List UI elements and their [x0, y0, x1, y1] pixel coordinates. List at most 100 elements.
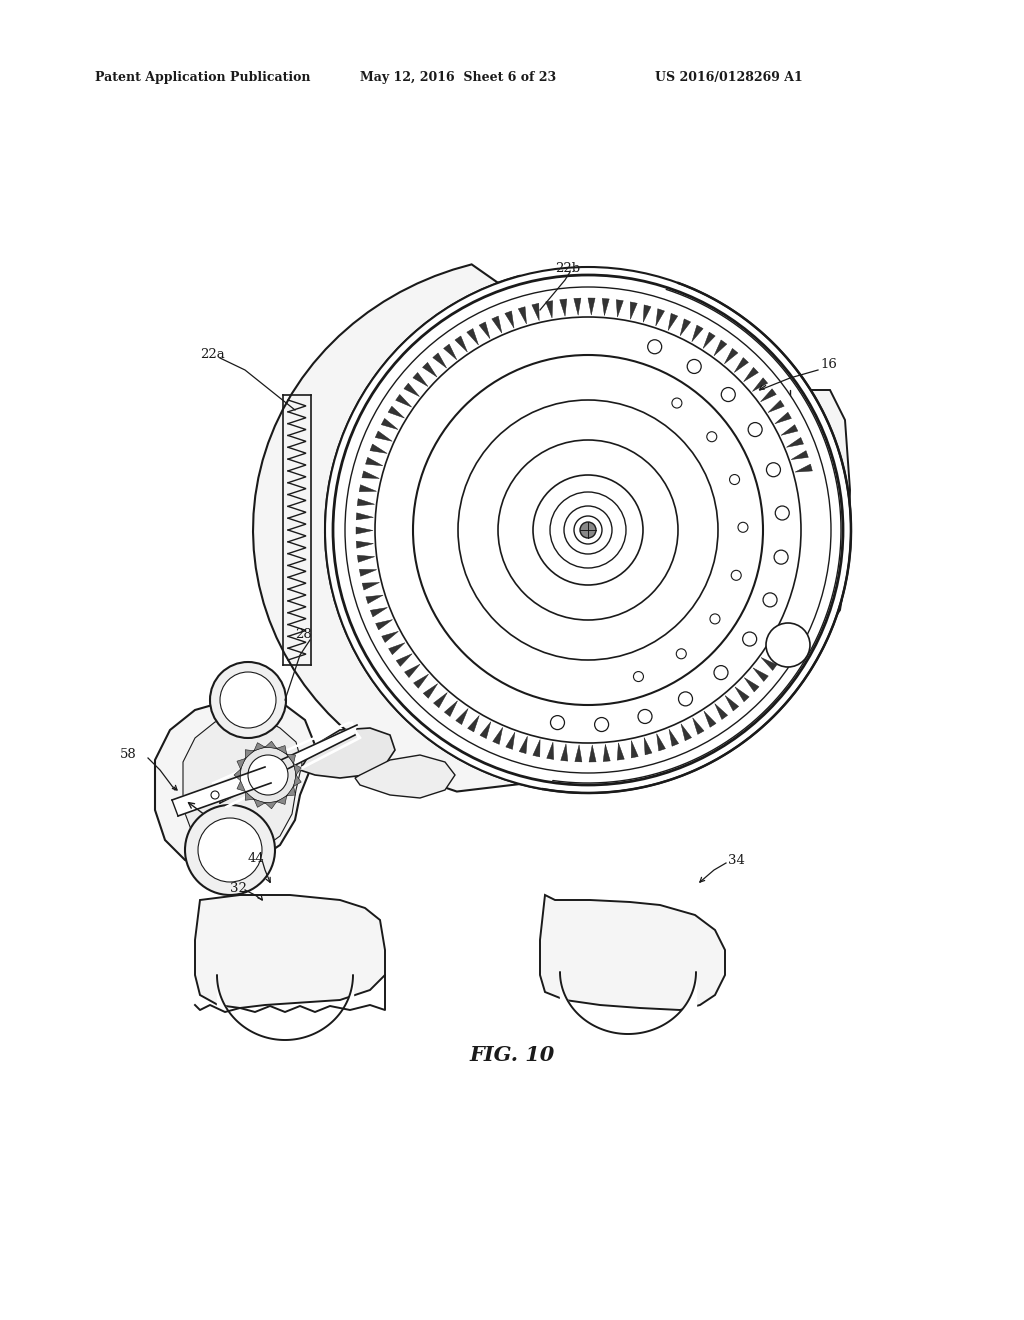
Polygon shape — [375, 432, 392, 441]
Polygon shape — [617, 743, 625, 760]
Polygon shape — [681, 723, 691, 741]
Polygon shape — [761, 389, 776, 401]
Polygon shape — [769, 647, 784, 659]
Polygon shape — [403, 383, 420, 396]
Text: 22b: 22b — [555, 261, 581, 275]
Text: 34: 34 — [728, 854, 744, 866]
Polygon shape — [183, 715, 302, 855]
Polygon shape — [506, 733, 515, 750]
Polygon shape — [743, 367, 759, 381]
Ellipse shape — [413, 355, 763, 705]
Polygon shape — [602, 298, 609, 315]
Polygon shape — [395, 395, 412, 407]
Circle shape — [595, 718, 608, 731]
Polygon shape — [172, 767, 271, 816]
Ellipse shape — [564, 506, 612, 554]
Polygon shape — [468, 715, 479, 731]
Polygon shape — [531, 304, 540, 321]
Polygon shape — [753, 378, 768, 392]
Polygon shape — [703, 333, 715, 348]
Polygon shape — [603, 744, 610, 762]
Polygon shape — [644, 738, 652, 755]
Polygon shape — [479, 322, 490, 339]
Polygon shape — [370, 444, 387, 453]
Circle shape — [774, 550, 788, 564]
Ellipse shape — [375, 317, 801, 743]
Polygon shape — [294, 775, 301, 787]
Circle shape — [676, 649, 686, 659]
Polygon shape — [589, 744, 596, 762]
Polygon shape — [692, 325, 703, 342]
Circle shape — [775, 506, 790, 520]
Circle shape — [766, 623, 810, 667]
Polygon shape — [287, 787, 296, 796]
Polygon shape — [423, 363, 437, 378]
Polygon shape — [588, 298, 595, 315]
Polygon shape — [357, 556, 375, 562]
Polygon shape — [761, 657, 777, 671]
Polygon shape — [254, 799, 265, 808]
Polygon shape — [366, 595, 383, 603]
Polygon shape — [781, 425, 798, 436]
Text: FIG. 10: FIG. 10 — [469, 1045, 555, 1065]
Circle shape — [738, 523, 748, 532]
Polygon shape — [786, 437, 804, 447]
Circle shape — [729, 474, 739, 484]
Polygon shape — [404, 664, 420, 677]
Ellipse shape — [574, 516, 602, 544]
Circle shape — [721, 388, 735, 401]
Ellipse shape — [580, 521, 596, 539]
Polygon shape — [546, 301, 553, 318]
Text: 32: 32 — [230, 882, 247, 895]
Polygon shape — [493, 727, 503, 744]
Polygon shape — [220, 725, 357, 803]
Polygon shape — [357, 499, 375, 506]
Polygon shape — [212, 722, 361, 807]
Polygon shape — [715, 704, 728, 719]
Polygon shape — [234, 770, 241, 781]
Polygon shape — [540, 895, 725, 1010]
Polygon shape — [532, 739, 540, 756]
Ellipse shape — [198, 818, 262, 882]
Polygon shape — [356, 512, 374, 520]
Polygon shape — [724, 348, 738, 364]
Polygon shape — [781, 624, 799, 635]
Circle shape — [710, 614, 720, 624]
Circle shape — [749, 422, 762, 437]
Polygon shape — [246, 750, 254, 759]
Ellipse shape — [550, 492, 626, 568]
Ellipse shape — [534, 475, 643, 585]
Circle shape — [766, 463, 780, 477]
Circle shape — [707, 432, 717, 442]
Text: 58: 58 — [120, 748, 137, 762]
Polygon shape — [518, 306, 526, 323]
Polygon shape — [155, 698, 315, 870]
Ellipse shape — [240, 747, 296, 803]
Ellipse shape — [185, 805, 275, 895]
Polygon shape — [359, 569, 377, 577]
Polygon shape — [294, 763, 301, 775]
Text: 16: 16 — [820, 359, 837, 371]
Polygon shape — [456, 709, 468, 725]
Polygon shape — [237, 759, 246, 770]
Polygon shape — [237, 781, 246, 792]
Polygon shape — [656, 734, 666, 751]
Polygon shape — [669, 729, 679, 746]
Polygon shape — [735, 686, 750, 702]
Polygon shape — [423, 684, 437, 698]
Polygon shape — [276, 746, 287, 754]
Polygon shape — [492, 315, 502, 333]
Polygon shape — [396, 653, 413, 667]
Polygon shape — [276, 796, 287, 804]
Polygon shape — [753, 668, 768, 681]
Polygon shape — [265, 742, 276, 748]
Text: 44: 44 — [248, 851, 265, 865]
Circle shape — [679, 692, 692, 706]
Polygon shape — [376, 619, 392, 630]
Ellipse shape — [220, 672, 276, 729]
Polygon shape — [359, 484, 377, 492]
Polygon shape — [547, 742, 554, 759]
Polygon shape — [574, 744, 582, 762]
Ellipse shape — [458, 400, 718, 660]
Polygon shape — [356, 527, 373, 535]
